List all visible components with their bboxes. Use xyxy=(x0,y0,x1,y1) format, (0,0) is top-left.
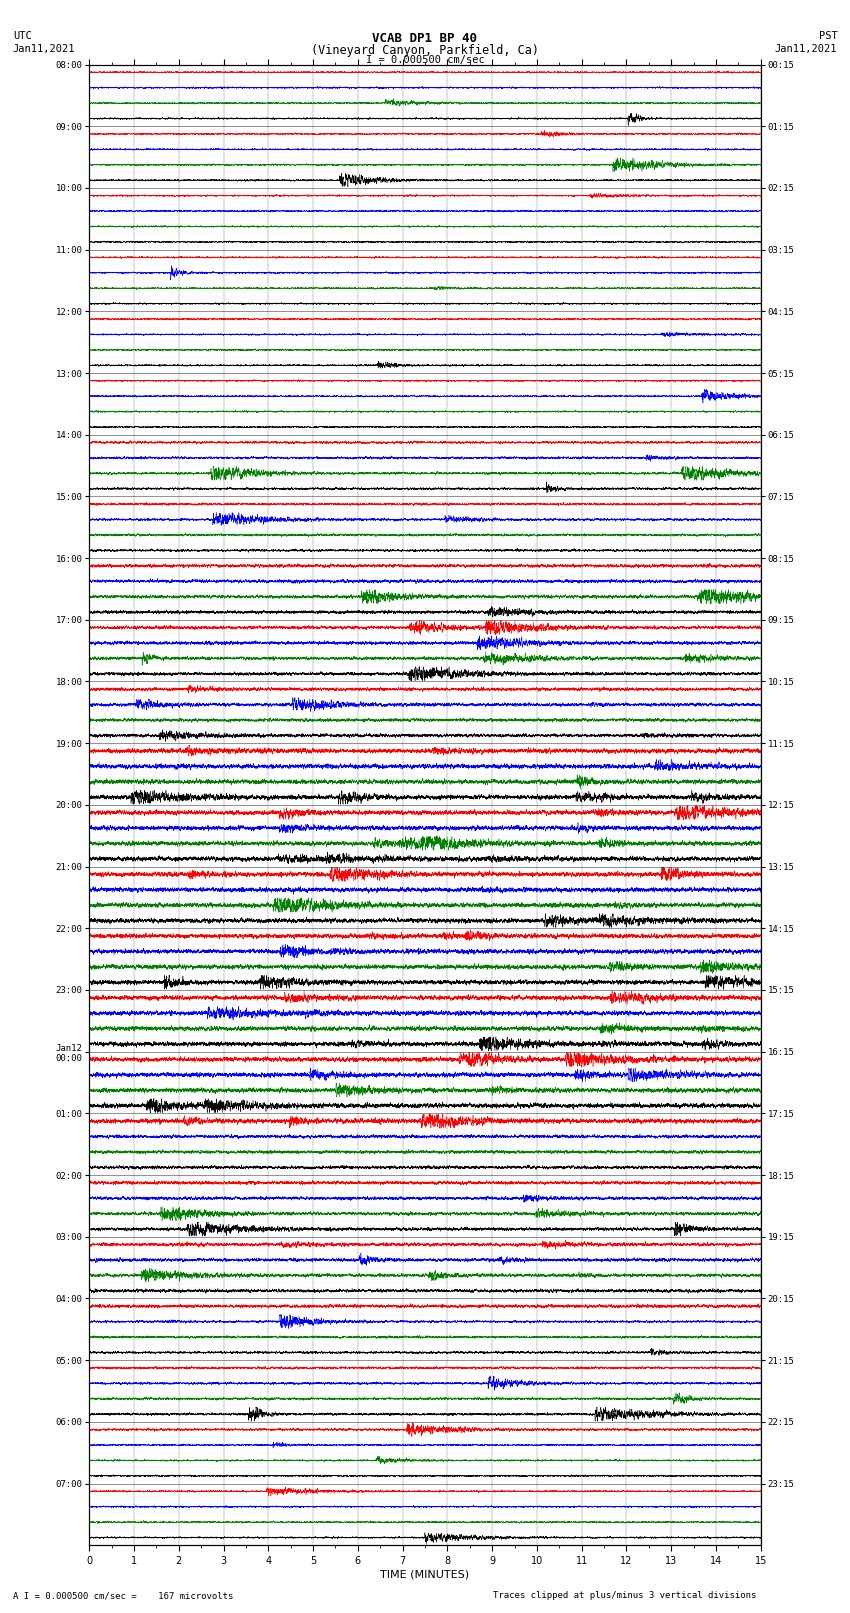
Text: UTC: UTC xyxy=(13,31,31,40)
Text: VCAB DP1 BP 40: VCAB DP1 BP 40 xyxy=(372,32,478,45)
Text: PST: PST xyxy=(819,31,837,40)
Text: Jan11,2021: Jan11,2021 xyxy=(774,44,837,53)
Text: (Vineyard Canyon, Parkfield, Ca): (Vineyard Canyon, Parkfield, Ca) xyxy=(311,44,539,56)
X-axis label: TIME (MINUTES): TIME (MINUTES) xyxy=(381,1569,469,1579)
Text: I = 0.000500 cm/sec: I = 0.000500 cm/sec xyxy=(366,55,484,65)
Text: Traces clipped at plus/minus 3 vertical divisions: Traces clipped at plus/minus 3 vertical … xyxy=(493,1590,756,1600)
Text: A I = 0.000500 cm/sec =    167 microvolts: A I = 0.000500 cm/sec = 167 microvolts xyxy=(13,1590,233,1600)
Text: Jan11,2021: Jan11,2021 xyxy=(13,44,76,53)
